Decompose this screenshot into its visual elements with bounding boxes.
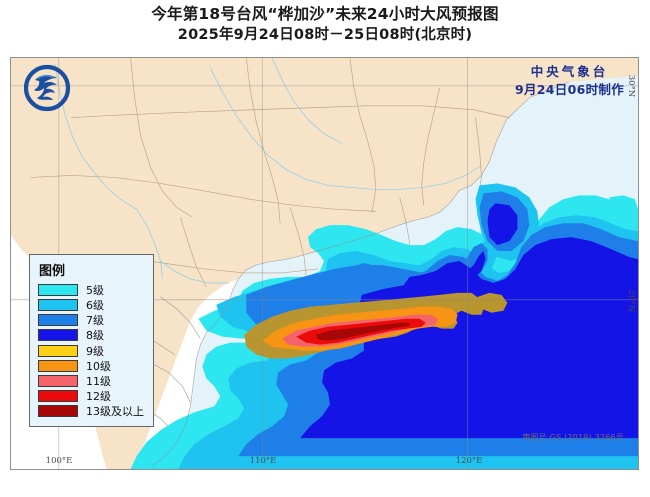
legend-label-7: 7级 (86, 314, 104, 328)
title-main-line: 今年第18号台风“桦加沙”未来24小时大风预报图 (151, 5, 499, 23)
coastlines (152, 81, 570, 467)
cma-dragon-logo-icon (21, 62, 73, 114)
legend-swatch-6 (38, 299, 78, 312)
title-sub-line: 2025年9月24日08时－25日08时(北京时) (177, 26, 473, 43)
lat-tick-30n: 30°N (626, 74, 636, 98)
legend-label-13: 13级及以上 (86, 405, 144, 419)
legend-label-12: 12级 (86, 390, 111, 404)
legend-label-8: 8级 (86, 329, 104, 343)
legend-swatch-9 (38, 344, 78, 357)
lon-tick-100e: 100°E (45, 456, 73, 466)
legend-item-6[interactable]: 6级 (38, 298, 147, 313)
legend-label-6: 6级 (86, 299, 104, 313)
legend-item-8[interactable]: 8级 (38, 328, 147, 343)
legend-label-11: 11级 (86, 375, 111, 389)
map-approval-number: 审图号 GS (2019) 3266号 (522, 433, 624, 442)
legend-swatch-7 (38, 314, 78, 327)
rivers (54, 58, 482, 284)
legend-swatch-8 (38, 329, 78, 342)
legend-item-7[interactable]: 7级 (38, 313, 147, 328)
landmass-indochina (136, 278, 239, 469)
legend-item-13[interactable]: 13级及以上 (38, 404, 147, 419)
lon-tick-120e: 120°E (455, 456, 483, 466)
legend-title: 图例 (39, 264, 66, 280)
legend-item-5[interactable]: 5级 (38, 282, 147, 297)
legend-swatch-13 (38, 405, 78, 418)
legend-item-12[interactable]: 12级 (38, 389, 147, 404)
legend-item-11[interactable]: 11级 (38, 373, 147, 388)
legend-label-5: 5级 (86, 283, 104, 297)
legend-label-9: 9级 (86, 344, 104, 358)
page-title: 今年第18号台风“桦加沙”未来24小时大风预报图 2025年9月24日08时－2… (0, 5, 650, 43)
weather-map[interactable]: 中央气象台 9月24日06时制作 图例 5级 6级 7级 8级 9级 10级 (10, 57, 639, 470)
legend-swatch-12 (38, 390, 78, 403)
lon-tick-110e: 110°E (249, 456, 277, 466)
legend-swatch-10 (38, 359, 78, 372)
lat-tick-20n: 20°N (626, 289, 636, 313)
legend-item-10[interactable]: 10级 (38, 358, 147, 373)
legend-swatch-5 (38, 283, 78, 296)
legend-box[interactable]: 图例 5级 6级 7级 8级 9级 10级 11级 (29, 254, 154, 427)
cma-logo-svg (23, 64, 71, 112)
legend-label-10: 10级 (86, 359, 111, 373)
legend-item-9[interactable]: 9级 (38, 343, 147, 358)
wind-level-8-region (300, 203, 638, 439)
wind-level-13-region (316, 322, 410, 341)
legend-swatch-11 (38, 375, 78, 388)
landmass-mainland (11, 58, 638, 469)
